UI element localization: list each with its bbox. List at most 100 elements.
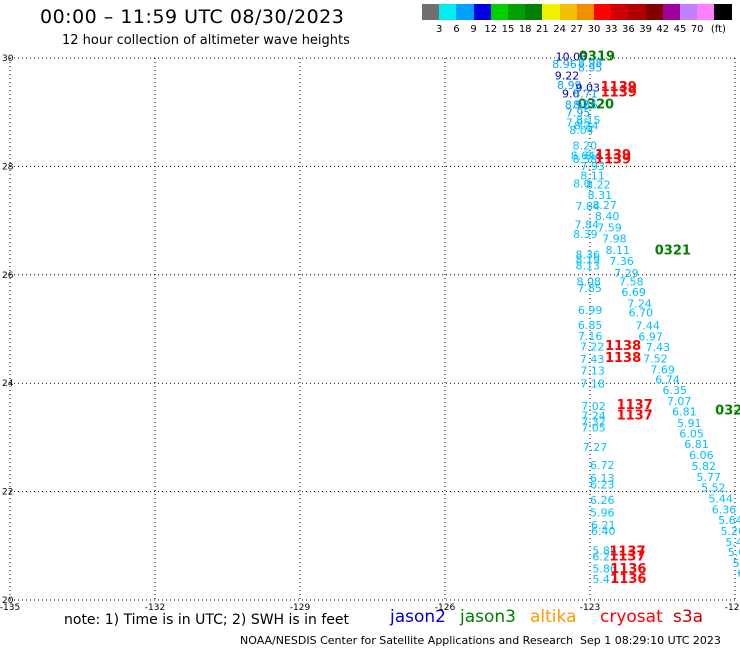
wave-height-label: 5.47 (592, 573, 617, 586)
wave-height-label: 7.36 (609, 255, 634, 268)
wave-height-label: 7.85 (577, 282, 602, 295)
wave-height-label: 7.05 (581, 421, 606, 434)
scale-label: 33 (604, 24, 618, 35)
pass-time-label: 1139 (595, 148, 631, 163)
wave-height-label: 7.69 (650, 363, 675, 376)
wave-height-label: 8.11 (605, 244, 630, 257)
wave-height-label: 6.81 (672, 406, 697, 419)
legend-jason3: jason3 (460, 607, 516, 627)
wave-height-label: 8.13 (576, 259, 601, 272)
wave-height-label: 8.98 (578, 57, 603, 70)
wave-height-label: 8.97 (565, 98, 590, 111)
wave-height-label: 7.24 (627, 297, 652, 310)
pass-time-label: 1136 (610, 562, 646, 577)
scale-label: 12 (484, 24, 498, 35)
legend-altika: altika (530, 607, 577, 627)
scale-swatch (490, 4, 509, 20)
x-tick-label: -132 (145, 603, 165, 613)
wave-height-label: 7.29 (614, 267, 639, 280)
wave-height-label: 7.44 (635, 320, 660, 333)
wave-height-label: 7.07 (667, 395, 692, 408)
scale-label: (ft) (710, 24, 726, 35)
wave-height-label: 5.77 (696, 471, 721, 484)
scale-swatch (680, 4, 698, 20)
wave-height-label: 7.02 (581, 400, 606, 413)
wave-height-label: 6.74 (655, 374, 680, 387)
wave-height-label: 8.39 (573, 228, 598, 241)
x-tick-label: -123 (580, 603, 600, 613)
wave-height-label: 7.32 (581, 415, 606, 428)
scale-label: 24 (553, 24, 566, 35)
wave-height-label: 8.24 (574, 120, 599, 133)
wave-height-label: 5.85 (592, 544, 617, 557)
wave-height-label: 5.96 (590, 507, 615, 520)
wave-height-label: 6.13 (590, 472, 615, 485)
wave-height-label: 5.86 (592, 562, 617, 575)
scale-label: 9 (470, 24, 477, 35)
wave-height-label: 6.69 (621, 286, 646, 299)
wave-height-label: 7.18 (580, 378, 605, 391)
wave-height-label: 7.13 (580, 365, 605, 378)
wave-height-label: 8.40 (595, 210, 620, 223)
wave-height-label: 5.41 (725, 536, 740, 549)
wave-height-label: 6.97 (638, 330, 663, 343)
wave-height-label: 5.20 (721, 525, 740, 538)
footer-note: note: 1) Time is in UTC; 2) SWH is in fe… (64, 612, 350, 628)
wave-height-label: 6.85 (578, 319, 603, 332)
scale-swatch (594, 4, 612, 20)
pass-time-label: 1137 (617, 409, 653, 424)
wave-height-label: 9.22 (555, 70, 580, 83)
y-tick-label: 24 (2, 379, 14, 389)
wave-height-label: 7.24 (581, 410, 606, 423)
wave-height-label: 6.40 (591, 525, 616, 538)
x-tick-label: -129 (290, 603, 311, 613)
scale-swatch (611, 4, 629, 20)
wave-height-label: 7.95 (566, 107, 591, 120)
wave-height-label: 5.82 (692, 460, 717, 473)
scale-label: 6 (453, 24, 460, 35)
pass-time-label: 1137 (609, 549, 645, 564)
wave-height-label: 8.22 (586, 179, 611, 192)
wave-height-label: 8.11 (580, 169, 605, 182)
pass-time-label: 0321 (655, 244, 691, 259)
wave-height-label: 7.59 (597, 221, 622, 234)
wave-height-label: 8.86 (573, 98, 598, 111)
scale-label: 21 (536, 24, 549, 35)
scale-swatch (456, 4, 475, 20)
wave-height-label: 8.0 (573, 178, 591, 191)
wave-height-label: 8.04 (569, 124, 594, 137)
wave-height-label: 6.70 (629, 307, 654, 320)
wave-height-label: 8.71 (573, 88, 598, 101)
wave-height-label: 7.95 (566, 116, 591, 129)
wave-height-label: 6.72 (590, 459, 615, 472)
wave-height-label: 8.99 (557, 79, 582, 92)
wave-height-label: 7.22 (580, 341, 605, 354)
wave-height-label: 7.98 (602, 232, 627, 245)
wave-height-label: 8.19 (576, 253, 601, 266)
scale-swatch (628, 4, 647, 20)
wave-height-label: 7.58 (619, 276, 644, 289)
wave-height-label: 7.43 (646, 341, 671, 354)
scale-label: 27 (570, 24, 584, 35)
wave-height-label: 5.09 (728, 546, 740, 559)
wave-height-label: 6.36 (712, 503, 737, 516)
wave-height-label: 8.58 (573, 153, 598, 166)
pass-time-label: 0319 (579, 50, 615, 65)
wave-height-label: 8.36 (576, 249, 601, 262)
wave-height-label: 6.23 (590, 478, 615, 491)
pass-time-label: 1136 (610, 572, 646, 587)
wave-height-label: 6.35 (663, 384, 688, 397)
x-tick-label: -135 (0, 603, 20, 613)
scale-swatch (559, 4, 578, 20)
wave-height-label: 5.17 (733, 557, 740, 570)
scale-label: 30 (587, 24, 601, 35)
map-subtitle: 12 hour collection of altimeter wave hei… (62, 33, 350, 48)
pass-time-label: 1137 (617, 398, 653, 413)
wave-height-label: 5.52 (701, 482, 726, 495)
pass-time-label: 1139 (595, 153, 631, 168)
scale-swatch (525, 4, 543, 20)
wave-height-label: 8.95 (578, 62, 603, 75)
scale-swatch (542, 4, 561, 20)
x-tick-label: -120 (725, 603, 740, 613)
scale-label: 18 (518, 24, 532, 35)
